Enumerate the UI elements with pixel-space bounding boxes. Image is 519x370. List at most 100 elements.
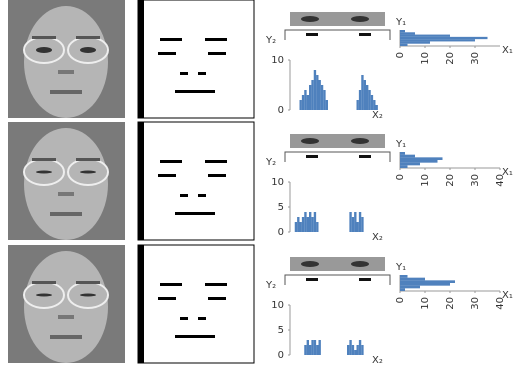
bar [366,85,368,110]
x-tick-label: 40 [495,174,506,187]
y-tick-label: 10 [271,177,284,188]
bar [304,90,306,110]
bar [376,105,378,110]
y-axis-label: Y₂ [265,280,276,291]
strip-blob [306,278,318,281]
binary-blob [198,194,206,197]
bar [361,345,363,355]
bar [323,90,325,110]
y-axis-label: Y₁ [395,262,406,273]
binary-blob [208,52,226,55]
binary-blob [198,317,206,320]
bar [400,278,425,281]
bracket [285,152,390,162]
strip-blob [306,155,318,158]
x-tick-label: 30 [470,174,481,187]
bar [361,75,363,110]
binary-blob [180,72,188,75]
binary-blob [180,194,188,197]
bar [307,340,309,355]
strip-eye [301,138,319,144]
binary-blob [205,38,227,41]
eyebrow [76,36,100,39]
bar [359,340,361,355]
binary-blob [175,90,215,93]
mouth [50,212,82,216]
x-tick-label: 30 [470,297,481,310]
y-axis-label: Y₂ [265,35,276,46]
bar [302,95,304,110]
y-tick-label: 5 [278,325,284,336]
bar [311,340,313,355]
eye [36,47,52,53]
y-axis-label: Y₁ [395,17,406,28]
bar [314,70,316,110]
binary-blob [180,317,188,320]
bar [400,30,405,32]
binary-blob [175,335,215,338]
bar [321,85,323,110]
eye [80,294,96,297]
bar [302,217,304,232]
bar [309,345,311,355]
bar [361,217,363,232]
bar [347,345,349,355]
x-axis-label: X₂ [372,232,383,243]
mouth [50,90,82,94]
bar [357,100,359,110]
bar [314,340,316,355]
strip-blob [359,33,371,36]
x-axis-label: X₂ [372,110,383,121]
x-tick-label: 0 [395,52,406,58]
y-axis-label: Y₂ [265,157,276,168]
eyebrow [32,36,56,39]
bar [307,95,309,110]
binary-blob [158,297,176,300]
strip-eye [301,16,319,22]
x-axis-label: X₁ [502,45,513,56]
x-tick-label: 10 [420,52,431,65]
nose [58,70,74,74]
bar [400,280,455,283]
bar [400,163,420,166]
bar [300,222,302,232]
eyebrow [32,158,56,161]
bar [400,39,475,41]
eye [36,171,52,174]
bar [400,286,420,289]
binary-edge [138,122,144,240]
binary-blob [205,160,227,163]
y-tick-label: 0 [278,350,284,361]
bar [295,222,297,232]
binary-blob [158,52,176,55]
bar [400,152,405,155]
eye [80,47,96,53]
strip-blob [359,155,371,158]
bar [359,212,361,232]
binary-blob [175,212,215,215]
row: Y₂X₂0510Y₁X₁010203040 [8,122,513,243]
x-tick-label: 30 [470,52,481,65]
strip-eye [301,261,319,267]
bar [400,41,430,43]
bar [352,217,354,232]
bar [307,217,309,232]
x-tick-label: 40 [495,297,506,310]
strip-blob [359,278,371,281]
x-tick-label: 0 [395,297,406,303]
eye [80,171,96,174]
x-tick-label: 20 [445,52,456,65]
binary-image [138,122,254,240]
bar [319,340,321,355]
figure: Y₂X₂010Y₁X₁0102030Y₂X₂0510Y₁X₁010203040Y… [0,0,519,370]
bar [400,288,405,291]
bar [400,157,443,160]
x-tick-label: 20 [445,297,456,310]
bar [400,37,488,39]
binary-blob [158,174,176,177]
nose [58,315,74,319]
mouth [50,335,82,339]
bar [400,32,415,34]
x-tick-label: 10 [420,174,431,187]
